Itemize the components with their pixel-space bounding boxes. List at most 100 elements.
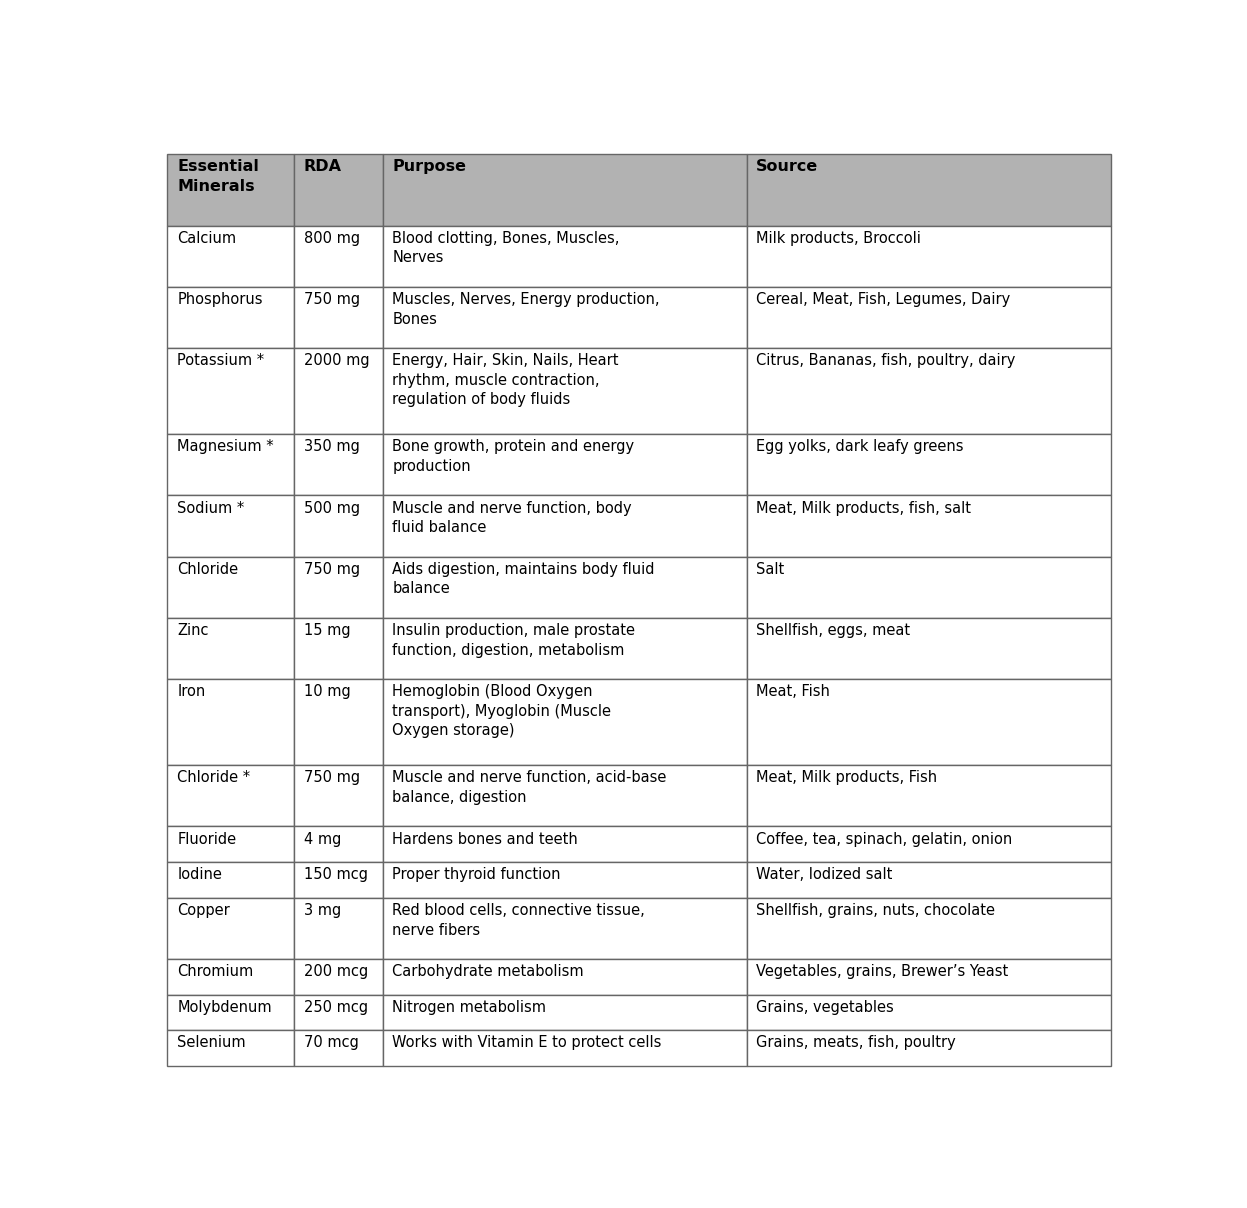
Text: 750 mg: 750 mg <box>303 292 359 307</box>
Text: Grains, vegetables: Grains, vegetables <box>756 999 894 1015</box>
Text: Phosphorus: Phosphorus <box>177 292 263 307</box>
Bar <box>167 994 294 1030</box>
Text: Shellfish, grains, nuts, chocolate: Shellfish, grains, nuts, chocolate <box>756 902 995 918</box>
Bar <box>294 435 383 495</box>
Bar <box>747 679 1111 766</box>
Bar <box>383 959 747 994</box>
Text: 750 mg: 750 mg <box>303 771 359 785</box>
Text: Hemoglobin (Blood Oxygen
transport), Myoglobin (Muscle
Oxygen storage): Hemoglobin (Blood Oxygen transport), Myo… <box>393 684 611 738</box>
Text: Meat, Fish: Meat, Fish <box>756 684 831 699</box>
Text: Source: Source <box>756 159 818 174</box>
Bar <box>294 994 383 1030</box>
Text: 500 mg: 500 mg <box>303 500 359 516</box>
Bar <box>167 435 294 495</box>
Bar <box>747 994 1111 1030</box>
Text: Muscle and nerve function, body
fluid balance: Muscle and nerve function, body fluid ba… <box>393 500 632 535</box>
Text: Insulin production, male prostate
function, digestion, metabolism: Insulin production, male prostate functi… <box>393 623 635 657</box>
Text: Water, Iodized salt: Water, Iodized salt <box>756 867 893 882</box>
Bar <box>167 495 294 557</box>
Text: Copper: Copper <box>177 902 229 918</box>
Text: Molybdenum: Molybdenum <box>177 999 272 1015</box>
Text: Proper thyroid function: Proper thyroid function <box>393 867 561 882</box>
Text: Essential
Minerals: Essential Minerals <box>177 159 259 194</box>
Bar <box>383 557 747 617</box>
Bar <box>747 557 1111 617</box>
Bar <box>747 959 1111 994</box>
Text: 10 mg: 10 mg <box>303 684 350 699</box>
Bar <box>294 766 383 826</box>
Bar <box>747 898 1111 959</box>
Bar <box>383 826 747 863</box>
Text: Chromium: Chromium <box>177 964 253 978</box>
Bar <box>747 348 1111 435</box>
Text: Zinc: Zinc <box>177 623 208 638</box>
Bar <box>294 348 383 435</box>
Text: Aids digestion, maintains body fluid
balance: Aids digestion, maintains body fluid bal… <box>393 562 655 597</box>
Text: 350 mg: 350 mg <box>303 440 359 454</box>
Text: Iron: Iron <box>177 684 206 699</box>
Bar <box>383 435 747 495</box>
Bar <box>383 766 747 826</box>
Text: 2000 mg: 2000 mg <box>303 353 369 368</box>
Bar <box>294 959 383 994</box>
Bar <box>747 155 1111 226</box>
Bar <box>294 898 383 959</box>
Text: Muscles, Nerves, Energy production,
Bones: Muscles, Nerves, Energy production, Bone… <box>393 292 660 326</box>
Bar <box>383 898 747 959</box>
Bar <box>294 155 383 226</box>
Text: Chloride: Chloride <box>177 562 238 576</box>
Text: Iodine: Iodine <box>177 867 222 882</box>
Text: Purpose: Purpose <box>393 159 466 174</box>
Text: 250 mcg: 250 mcg <box>303 999 368 1015</box>
Text: Coffee, tea, spinach, gelatin, onion: Coffee, tea, spinach, gelatin, onion <box>756 831 1013 847</box>
Bar <box>294 286 383 348</box>
Bar <box>747 863 1111 898</box>
Text: 15 mg: 15 mg <box>303 623 350 638</box>
Text: Meat, Milk products, fish, salt: Meat, Milk products, fish, salt <box>756 500 971 516</box>
Text: RDA: RDA <box>303 159 342 174</box>
Bar <box>747 766 1111 826</box>
Bar <box>167 1030 294 1065</box>
Bar <box>747 435 1111 495</box>
Bar <box>383 1030 747 1065</box>
Text: 3 mg: 3 mg <box>303 902 340 918</box>
Text: Carbohydrate metabolism: Carbohydrate metabolism <box>393 964 584 978</box>
Bar <box>294 226 383 286</box>
Bar <box>383 679 747 766</box>
Text: 4 mg: 4 mg <box>303 831 340 847</box>
Bar <box>167 766 294 826</box>
Text: Vegetables, grains, Brewer’s Yeast: Vegetables, grains, Brewer’s Yeast <box>756 964 1009 978</box>
Text: Calcium: Calcium <box>177 231 236 245</box>
Bar <box>167 557 294 617</box>
Text: Hardens bones and teeth: Hardens bones and teeth <box>393 831 577 847</box>
Bar <box>383 994 747 1030</box>
Text: Nitrogen metabolism: Nitrogen metabolism <box>393 999 546 1015</box>
Text: Grains, meats, fish, poultry: Grains, meats, fish, poultry <box>756 1035 956 1050</box>
Text: 70 mcg: 70 mcg <box>303 1035 358 1050</box>
Bar <box>747 495 1111 557</box>
Bar <box>167 863 294 898</box>
Text: Egg yolks, dark leafy greens: Egg yolks, dark leafy greens <box>756 440 964 454</box>
Bar <box>294 495 383 557</box>
Text: Blood clotting, Bones, Muscles,
Nerves: Blood clotting, Bones, Muscles, Nerves <box>393 231 620 266</box>
Bar <box>167 348 294 435</box>
Bar <box>167 155 294 226</box>
Bar <box>383 495 747 557</box>
Bar <box>294 557 383 617</box>
Text: Muscle and nerve function, acid-base
balance, digestion: Muscle and nerve function, acid-base bal… <box>393 771 667 806</box>
Bar <box>167 959 294 994</box>
Text: Bone growth, protein and energy
production: Bone growth, protein and energy producti… <box>393 440 635 475</box>
Bar <box>747 617 1111 679</box>
Bar <box>383 226 747 286</box>
Text: Energy, Hair, Skin, Nails, Heart
rhythm, muscle contraction,
regulation of body : Energy, Hair, Skin, Nails, Heart rhythm,… <box>393 353 619 407</box>
Text: Magnesium *: Magnesium * <box>177 440 274 454</box>
Bar <box>747 226 1111 286</box>
Bar <box>383 286 747 348</box>
Bar <box>167 226 294 286</box>
Bar <box>383 348 747 435</box>
Text: Works with Vitamin E to protect cells: Works with Vitamin E to protect cells <box>393 1035 662 1050</box>
Text: 750 mg: 750 mg <box>303 562 359 576</box>
Bar <box>294 1030 383 1065</box>
Bar <box>167 286 294 348</box>
Text: Meat, Milk products, Fish: Meat, Milk products, Fish <box>756 771 938 785</box>
